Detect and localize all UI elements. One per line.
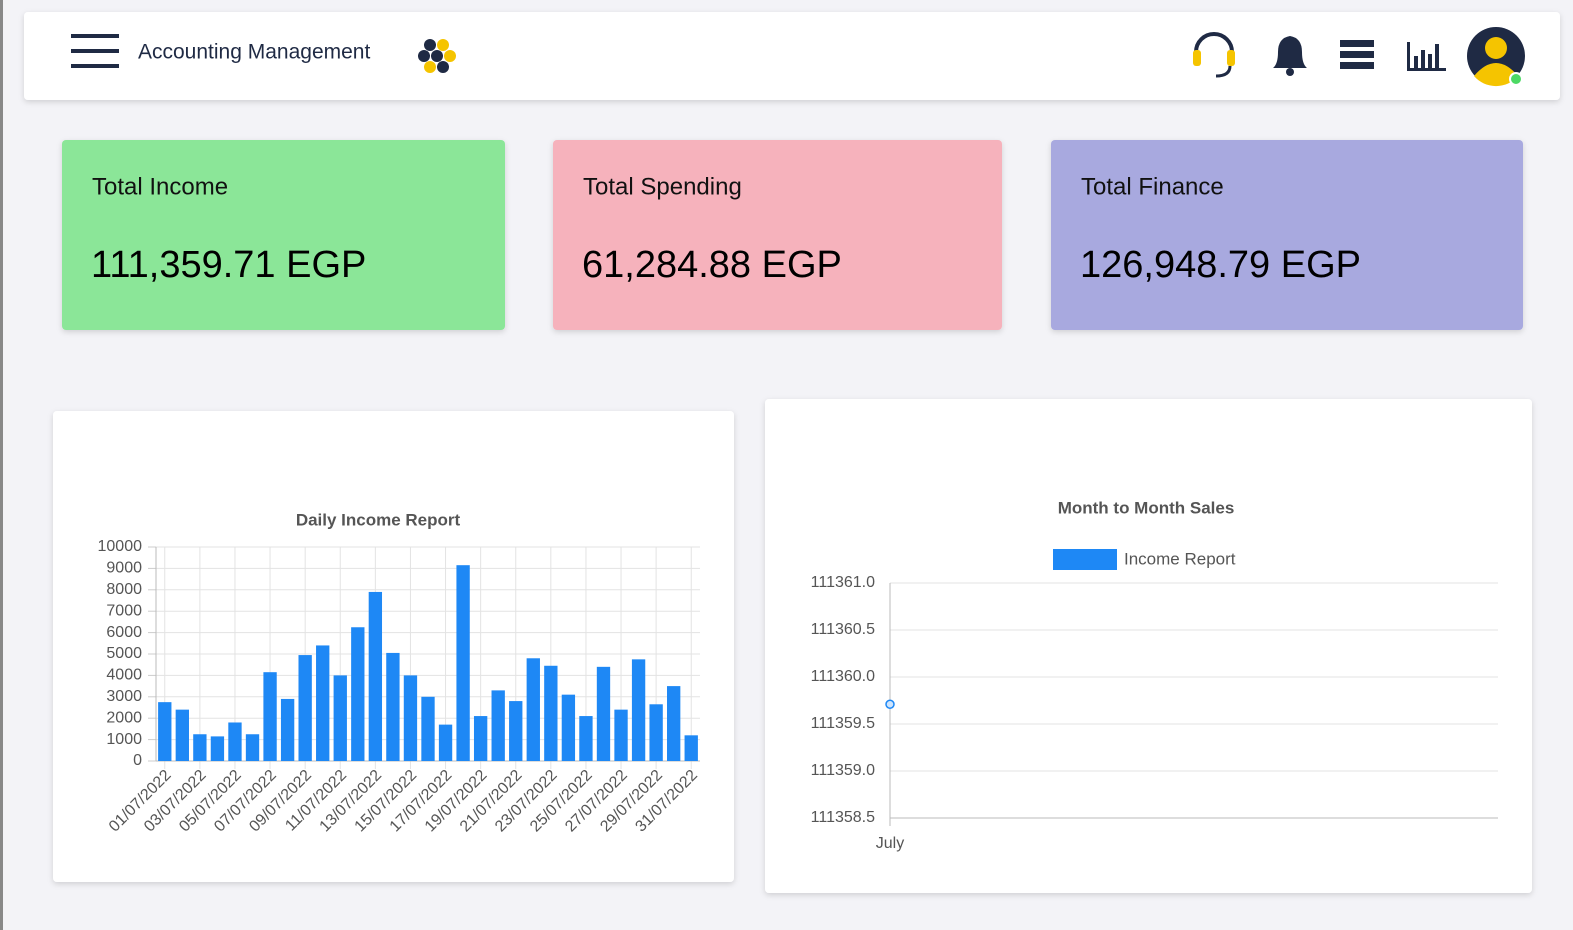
- bar: [438, 724, 453, 761]
- y-tick-label: 111359.5: [811, 715, 875, 732]
- bar: [596, 666, 611, 761]
- card-value: 111,359.71 EGP: [91, 244, 366, 286]
- bar: [403, 675, 418, 761]
- y-tick-label: 4000: [106, 667, 142, 684]
- bar: [456, 565, 470, 761]
- legend-swatch: [1053, 549, 1117, 570]
- bar: [316, 645, 330, 761]
- card-label: Total Income: [92, 173, 228, 200]
- bar: [298, 655, 312, 761]
- bar: [245, 734, 260, 761]
- report-icon[interactable]: [1407, 42, 1446, 71]
- y-tick-label: 0: [133, 752, 142, 769]
- y-tick-label: 5000: [106, 645, 142, 662]
- bar: [491, 690, 505, 761]
- header: [24, 12, 1560, 100]
- bar: [509, 701, 523, 761]
- bar: [614, 709, 628, 761]
- menu-button[interactable]: [71, 34, 119, 68]
- y-tick-label: 6000: [106, 624, 142, 641]
- card-label: Total Finance: [1081, 173, 1224, 200]
- bar: [193, 734, 207, 761]
- y-tick-label: 3000: [106, 688, 142, 705]
- bar: [333, 675, 347, 761]
- card-label: Total Spending: [583, 173, 742, 200]
- y-tick-label: 111360.0: [811, 668, 875, 685]
- bar: [386, 652, 400, 761]
- app-title: Accounting Management: [138, 41, 370, 64]
- bar: [544, 665, 558, 761]
- stat-card: [1051, 140, 1523, 330]
- y-tick-label: 10000: [98, 538, 143, 555]
- user-avatar[interactable]: [1467, 27, 1525, 87]
- bar: [351, 627, 365, 761]
- y-tick-label: 111360.5: [811, 621, 875, 638]
- bar: [631, 659, 646, 761]
- notification-icon[interactable]: [1273, 36, 1307, 76]
- bar: [579, 716, 593, 761]
- support-icon[interactable]: [1193, 32, 1235, 78]
- y-tick-label: 8000: [106, 581, 142, 598]
- bar: [684, 735, 698, 761]
- chart-title: Daily Income Report: [296, 510, 461, 529]
- card-value: 61,284.88 EGP: [582, 244, 842, 286]
- stat-card: [553, 140, 1002, 330]
- point: [885, 699, 895, 710]
- bar: [263, 672, 277, 761]
- bar: [526, 658, 540, 761]
- bar: [158, 702, 172, 761]
- bar: [649, 704, 663, 761]
- edge: [0, 0, 3, 930]
- y-tick-label: 7000: [106, 602, 142, 619]
- y-tick-label: 111358.5: [811, 809, 875, 826]
- bar: [175, 709, 189, 761]
- chart-panel: [53, 411, 734, 882]
- stat-card: [62, 140, 505, 330]
- y-tick-label: 9000: [106, 560, 142, 577]
- x-tick-label: July: [876, 835, 904, 852]
- bar: [210, 736, 225, 761]
- list-icon[interactable]: [1340, 40, 1374, 69]
- chart-panel: [765, 399, 1532, 893]
- bar: [473, 716, 488, 761]
- card-value: 126,948.79 EGP: [1080, 244, 1361, 286]
- bar: [280, 698, 295, 761]
- bar: [228, 722, 242, 761]
- y-tick-label: 2000: [106, 709, 142, 726]
- bar: [421, 696, 435, 761]
- bar: [561, 694, 576, 761]
- bar: [667, 686, 681, 761]
- logo: [418, 39, 456, 73]
- y-tick-label: 1000: [106, 731, 142, 748]
- y-tick-label: 111359.0: [811, 762, 875, 779]
- y-tick-label: 111361.0: [811, 574, 875, 591]
- legend-label: Income Report: [1124, 549, 1236, 568]
- chart-title: Month to Month Sales: [1058, 498, 1235, 517]
- bar: [368, 591, 383, 761]
